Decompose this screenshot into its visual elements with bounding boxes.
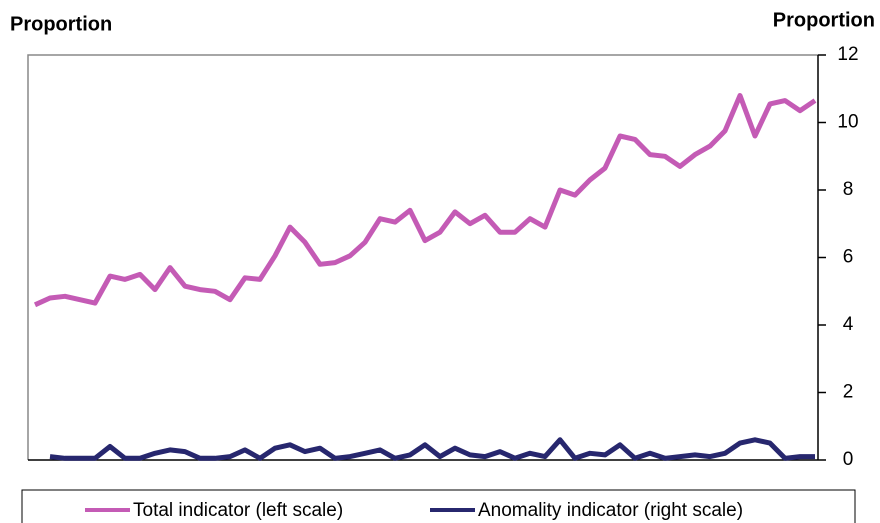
y-axis-title: Proportion xyxy=(10,13,112,35)
plot-border xyxy=(27,54,818,460)
y2-tick-label: 8 xyxy=(843,179,854,200)
legend-label: Anomality indicator (right scale) xyxy=(478,500,743,521)
y2-tick-label: 4 xyxy=(843,314,854,335)
legend-box xyxy=(21,489,856,523)
legend-label: Total indicator (left scale) xyxy=(133,500,343,521)
line-series xyxy=(33,93,817,308)
y2-tick-label: 12 xyxy=(837,44,858,65)
y2-tick-label: 0 xyxy=(843,449,854,470)
y2-tick-label: 6 xyxy=(843,247,854,268)
y2-axis-title: Proportion xyxy=(773,9,875,31)
line-series xyxy=(49,437,815,461)
y2-tick-label: 10 xyxy=(837,112,858,133)
y2-tick-label: 2 xyxy=(843,382,854,403)
